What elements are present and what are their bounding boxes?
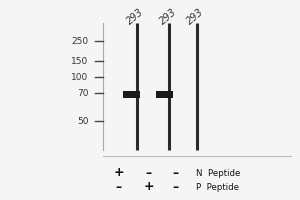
Text: +: + <box>113 166 124 180</box>
Text: N  Peptide: N Peptide <box>196 168 241 178</box>
Bar <box>156 91 173 98</box>
Text: 250: 250 <box>71 36 88 46</box>
Text: 50: 50 <box>77 116 88 126</box>
Bar <box>123 91 140 98</box>
Text: –: – <box>172 180 178 194</box>
Text: 100: 100 <box>71 72 88 82</box>
Text: 150: 150 <box>71 56 88 66</box>
Text: 70: 70 <box>77 88 88 98</box>
Text: –: – <box>146 166 152 180</box>
Text: 293: 293 <box>184 7 206 27</box>
Text: –: – <box>172 166 178 180</box>
Text: +: + <box>143 180 154 194</box>
Text: 293: 293 <box>158 7 178 27</box>
Text: P  Peptide: P Peptide <box>196 182 239 192</box>
Text: 293: 293 <box>124 7 146 27</box>
Text: –: – <box>116 180 122 194</box>
